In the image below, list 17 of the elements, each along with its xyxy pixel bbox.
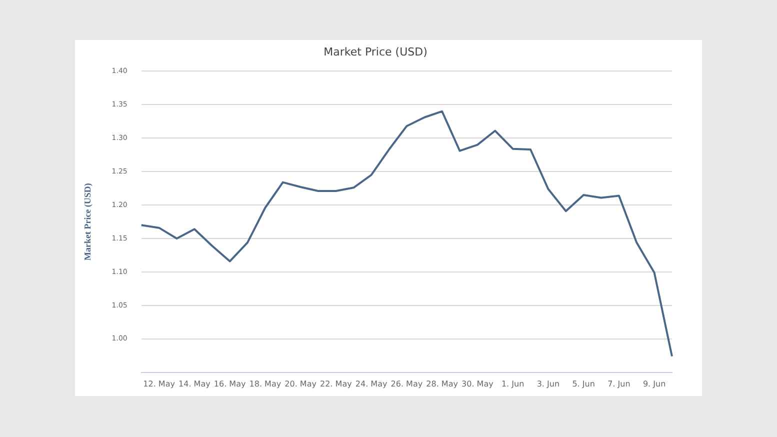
x-tick-label: 26. May	[390, 379, 423, 388]
x-tick-label: 24. May	[355, 379, 388, 388]
x-tick-label: 20. May	[284, 379, 317, 388]
x-tick-label: 1. Jun	[501, 379, 524, 388]
x-tick-label: 5. Jun	[572, 379, 595, 388]
x-tick-label: 30. May	[462, 379, 494, 388]
x-tick-label: 18. May	[249, 379, 282, 388]
x-tick-label: 3. Jun	[536, 379, 560, 388]
x-tick-label: 28. May	[426, 379, 458, 388]
x-tick-label: 9. Jun	[642, 379, 666, 388]
x-tick-label: 16. May	[214, 379, 246, 388]
y-axis-title: Market Price (USD)	[82, 183, 93, 261]
x-tick-label: 22. May	[320, 379, 352, 388]
x-tick-label: 14. May	[178, 379, 211, 388]
chart-title: Market Price (USD)	[324, 45, 428, 58]
x-tick-label: 12. May	[143, 379, 176, 388]
x-tick-label: 7. Jun	[608, 379, 630, 388]
